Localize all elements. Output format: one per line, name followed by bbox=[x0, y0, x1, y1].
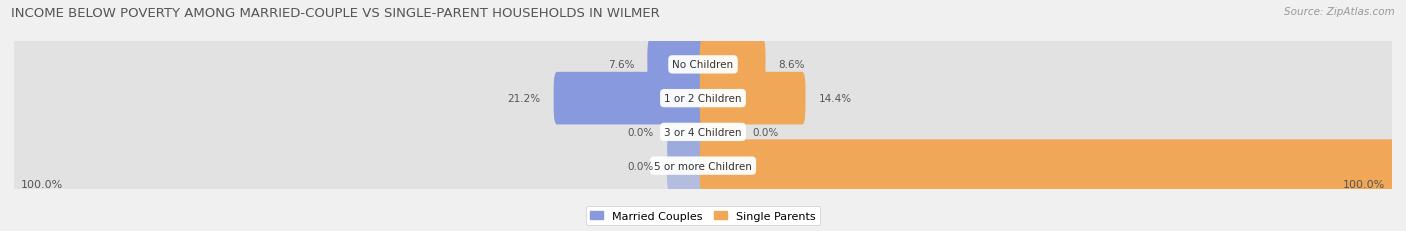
Text: 21.2%: 21.2% bbox=[508, 94, 540, 104]
Text: 0.0%: 0.0% bbox=[752, 127, 779, 137]
FancyBboxPatch shape bbox=[554, 73, 706, 125]
FancyBboxPatch shape bbox=[700, 106, 740, 158]
Text: 5 or more Children: 5 or more Children bbox=[654, 161, 752, 171]
FancyBboxPatch shape bbox=[13, 61, 1393, 136]
Text: 0.0%: 0.0% bbox=[627, 161, 654, 171]
Text: 0.0%: 0.0% bbox=[627, 127, 654, 137]
Text: 14.4%: 14.4% bbox=[818, 94, 852, 104]
Text: 3 or 4 Children: 3 or 4 Children bbox=[664, 127, 742, 137]
Text: Source: ZipAtlas.com: Source: ZipAtlas.com bbox=[1284, 7, 1395, 17]
Text: No Children: No Children bbox=[672, 60, 734, 70]
FancyBboxPatch shape bbox=[666, 140, 706, 192]
FancyBboxPatch shape bbox=[700, 39, 765, 91]
Text: INCOME BELOW POVERTY AMONG MARRIED-COUPLE VS SINGLE-PARENT HOUSEHOLDS IN WILMER: INCOME BELOW POVERTY AMONG MARRIED-COUPL… bbox=[11, 7, 659, 20]
Text: 7.6%: 7.6% bbox=[607, 60, 634, 70]
Text: 1 or 2 Children: 1 or 2 Children bbox=[664, 94, 742, 104]
FancyBboxPatch shape bbox=[13, 28, 1393, 102]
FancyBboxPatch shape bbox=[700, 73, 806, 125]
Legend: Married Couples, Single Parents: Married Couples, Single Parents bbox=[586, 206, 820, 225]
FancyBboxPatch shape bbox=[13, 129, 1393, 203]
FancyBboxPatch shape bbox=[666, 106, 706, 158]
Text: 100.0%: 100.0% bbox=[1343, 179, 1385, 189]
FancyBboxPatch shape bbox=[700, 140, 1395, 192]
Text: 100.0%: 100.0% bbox=[21, 179, 63, 189]
Text: 8.6%: 8.6% bbox=[779, 60, 806, 70]
FancyBboxPatch shape bbox=[647, 39, 706, 91]
FancyBboxPatch shape bbox=[13, 95, 1393, 170]
